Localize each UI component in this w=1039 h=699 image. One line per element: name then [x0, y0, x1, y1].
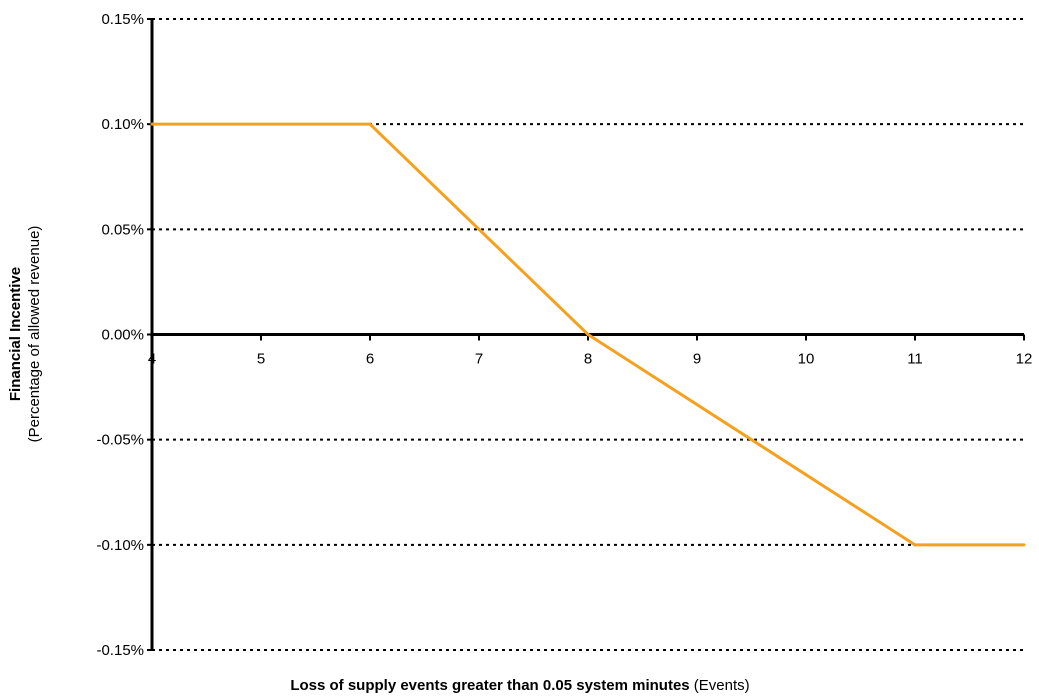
x-tick-label: 7	[475, 351, 483, 368]
data-point	[368, 122, 372, 126]
data-point	[586, 333, 590, 336]
y-tick-label: 0.15%	[101, 11, 144, 28]
x-tick-label: 12	[1016, 351, 1033, 368]
y-axis-title-main: Financial Incentive	[7, 267, 24, 401]
x-axis-title: Loss of supply events greater than 0.05 …	[290, 677, 749, 694]
x-axis-title-unit: (Events)	[690, 677, 750, 694]
y-tick-label: 0.00%	[101, 327, 144, 344]
y-tick-label: 0.10%	[101, 116, 144, 133]
x-tick-label: 9	[693, 351, 701, 368]
x-tick-label: 6	[366, 351, 374, 368]
data-point	[150, 122, 154, 126]
y-tick-label: 0.05%	[101, 221, 144, 238]
data-point	[1022, 543, 1026, 547]
y-tick-labels: 0.15% 0.10% 0.05% 0.00% -0.05% -0.10% -0.15%	[96, 11, 144, 659]
data-point	[913, 543, 917, 547]
x-tick-labels: 4 5 6 7 8 9 10 11 12	[148, 351, 1033, 368]
x-tick-label: 11	[907, 351, 923, 368]
x-tick-label: 10	[798, 351, 815, 368]
y-tick-label: -0.05%	[96, 432, 144, 449]
y-axis-title-unit: (Percentage of allowed revenue)	[26, 226, 43, 443]
x-tick-label: 4	[148, 351, 156, 368]
axes	[147, 18, 1025, 651]
gridlines	[152, 18, 1024, 651]
y-tick-label: -0.10%	[96, 537, 144, 554]
y-tick-label: -0.15%	[96, 642, 144, 659]
x-axis-title-main: Loss of supply events greater than 0.05 …	[290, 677, 689, 694]
x-tick-label: 5	[257, 351, 265, 368]
series-layer	[150, 122, 1026, 547]
x-tick-label: 8	[584, 351, 592, 368]
